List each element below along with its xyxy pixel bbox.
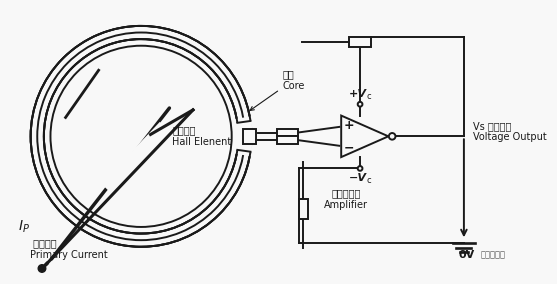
Text: 原边电流
Primary Current: 原边电流 Primary Current bbox=[30, 238, 108, 260]
Text: $I_P$: $I_P$ bbox=[18, 219, 30, 235]
Bar bbox=[277, 136, 298, 144]
Text: Vs 电压输出
Voltage Output: Vs 电压输出 Voltage Output bbox=[473, 121, 547, 142]
Text: 磁芯
Core: 磁芯 Core bbox=[250, 69, 305, 110]
Circle shape bbox=[389, 133, 395, 140]
Text: 传感器技术: 传感器技术 bbox=[481, 251, 506, 260]
Polygon shape bbox=[341, 116, 388, 157]
Wedge shape bbox=[234, 117, 252, 156]
Text: −V: −V bbox=[349, 173, 367, 183]
Circle shape bbox=[38, 265, 46, 272]
Text: 霍尔元件
Hall Elenent: 霍尔元件 Hall Elenent bbox=[172, 126, 232, 147]
Text: +V: +V bbox=[349, 89, 367, 99]
Bar bbox=[277, 129, 298, 136]
Text: +: + bbox=[344, 118, 354, 131]
Bar bbox=[349, 37, 372, 47]
Text: c: c bbox=[367, 176, 371, 185]
Circle shape bbox=[358, 166, 363, 171]
Text: −: − bbox=[344, 141, 354, 154]
Text: 运算放大器
Amplifier: 运算放大器 Amplifier bbox=[324, 188, 368, 210]
Bar bbox=[299, 199, 308, 220]
Circle shape bbox=[358, 102, 363, 106]
Bar bbox=[243, 129, 256, 144]
Text: c: c bbox=[367, 91, 371, 101]
Text: 0V: 0V bbox=[458, 250, 475, 260]
